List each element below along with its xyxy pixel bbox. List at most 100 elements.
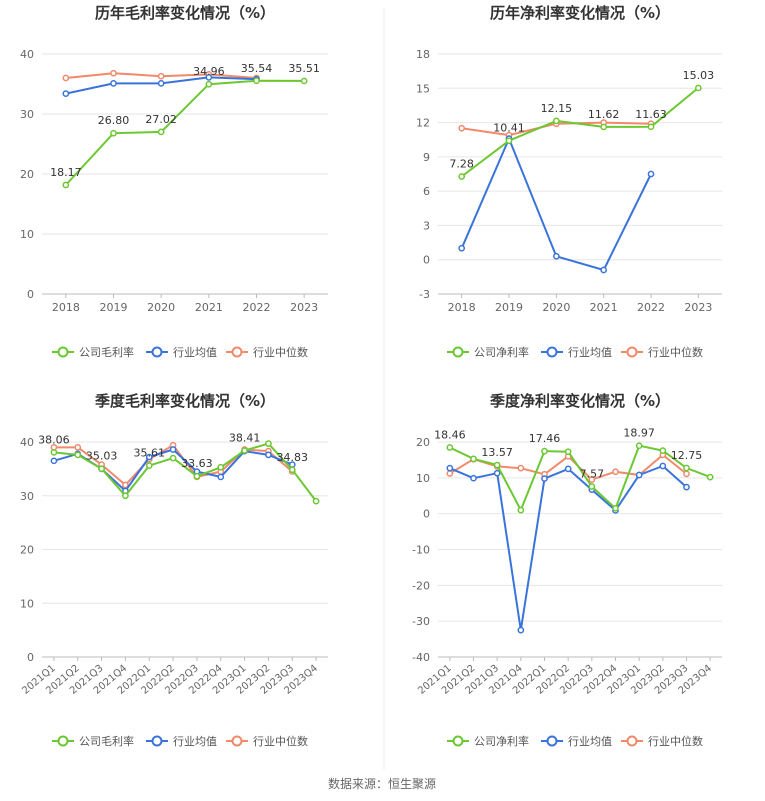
- chart-title: 历年净利率变化情况（%）: [490, 4, 670, 22]
- data-label: 27.02: [145, 113, 177, 126]
- y-tick-label: 12: [416, 117, 430, 130]
- data-label: 26.80: [98, 114, 130, 127]
- y-tick-label: 3: [423, 219, 430, 232]
- x-tick-label: 2021: [195, 301, 223, 314]
- data-point: [588, 483, 596, 490]
- x-tick-label: 2019: [100, 301, 128, 314]
- legend-label: 公司净利率: [474, 734, 529, 748]
- data-point: [110, 69, 117, 77]
- data-point: [588, 476, 596, 483]
- x-tick-label: 2018: [448, 301, 476, 314]
- data-point: [541, 475, 548, 482]
- data-point: [612, 504, 619, 512]
- legend-label: 行业中位数: [648, 345, 703, 359]
- x-tick-label: 2023: [684, 301, 712, 314]
- legend-label: 公司毛利率: [79, 345, 134, 359]
- series-line-2: [449, 465, 688, 632]
- x-tick-label: 2022: [243, 301, 271, 314]
- legend-item-1: 公司净利率: [447, 345, 529, 359]
- legend-label: 公司毛利率: [79, 734, 134, 748]
- data-point: [683, 464, 690, 472]
- data-label: 13.57: [481, 446, 513, 459]
- legend-marker: [452, 346, 464, 358]
- legend-item-2: 行业均值: [146, 735, 217, 748]
- data-label: 11.62: [588, 108, 620, 121]
- legend-label: 行业均值: [173, 346, 217, 359]
- legend-item-2: 行业均值: [541, 346, 612, 359]
- data-point: [110, 129, 117, 137]
- data-point: [446, 464, 454, 472]
- data-point: [217, 473, 225, 481]
- y-tick-label: 18: [416, 48, 430, 61]
- legend-marker: [57, 346, 69, 358]
- series-line-1: [65, 79, 305, 186]
- data-point: [647, 170, 655, 178]
- data-label: 33.63: [181, 457, 213, 470]
- data-point: [169, 454, 177, 462]
- data-label: 38.06: [38, 433, 70, 446]
- data-point: [683, 470, 690, 478]
- data-point: [470, 474, 477, 482]
- chart-panel-3: 季度毛利率变化情况（%）0102030402021Q12021Q22021Q32…: [20, 392, 328, 748]
- legend-item-1: 公司毛利率: [52, 345, 134, 359]
- legend-marker: [546, 346, 558, 358]
- data-point: [517, 506, 525, 514]
- data-point: [683, 483, 690, 491]
- data-point: [612, 468, 619, 476]
- data-point: [564, 448, 572, 456]
- legend-item-2: 行业均值: [541, 735, 612, 748]
- y-tick-label: 20: [20, 544, 34, 557]
- legend-marker: [231, 735, 243, 747]
- data-point: [157, 72, 165, 80]
- x-tick-label: 2022: [637, 301, 665, 314]
- data-point: [458, 124, 466, 132]
- data-point: [62, 181, 70, 189]
- series-line-1: [449, 444, 711, 512]
- legend-item-1: 公司净利率: [447, 734, 529, 748]
- data-point: [493, 461, 501, 469]
- legend-label: 行业中位数: [253, 345, 308, 359]
- legend-item-1: 公司毛利率: [52, 734, 134, 748]
- data-point: [50, 449, 58, 456]
- data-point: [635, 471, 643, 479]
- data-point: [110, 80, 117, 87]
- data-point: [552, 117, 560, 125]
- data-point: [157, 80, 165, 87]
- x-tick-label: 2018: [52, 301, 80, 314]
- data-label: 12.75: [671, 449, 703, 462]
- data-point: [288, 466, 296, 474]
- data-label: 15.03: [683, 69, 715, 82]
- data-point: [157, 128, 165, 136]
- data-point: [50, 457, 58, 465]
- data-point: [635, 442, 643, 450]
- data-point: [74, 444, 82, 451]
- y-tick-label: 10: [20, 597, 34, 610]
- legend-label: 行业中位数: [253, 734, 308, 748]
- y-tick-label: 20: [20, 168, 34, 181]
- chart-title: 历年毛利率变化情况（%）: [95, 4, 275, 22]
- legend-marker: [626, 346, 638, 358]
- data-point: [600, 123, 608, 131]
- legend-label: 公司净利率: [474, 345, 529, 359]
- x-tick-label: 2020: [542, 301, 570, 314]
- legend-label: 行业均值: [568, 735, 612, 748]
- data-point: [205, 74, 213, 81]
- chart-title: 季度毛利率变化情况（%）: [95, 392, 275, 410]
- data-point: [253, 77, 260, 85]
- y-tick-label: -40: [412, 651, 430, 664]
- data-point: [458, 244, 466, 252]
- data-point: [706, 473, 714, 481]
- data-point: [312, 497, 320, 505]
- data-label: 35.51: [288, 62, 320, 75]
- legend-label: 行业中位数: [648, 734, 703, 748]
- legend-item-3: 行业中位数: [621, 734, 703, 748]
- data-point: [517, 626, 525, 634]
- data-point: [62, 74, 70, 82]
- data-label: 12.15: [541, 102, 573, 115]
- data-label: 38.41: [229, 432, 261, 445]
- data-point: [205, 80, 213, 88]
- data-label: 7.57: [580, 468, 605, 481]
- data-label: 35.54: [241, 62, 273, 75]
- legend-marker: [151, 346, 163, 358]
- data-point: [458, 173, 466, 180]
